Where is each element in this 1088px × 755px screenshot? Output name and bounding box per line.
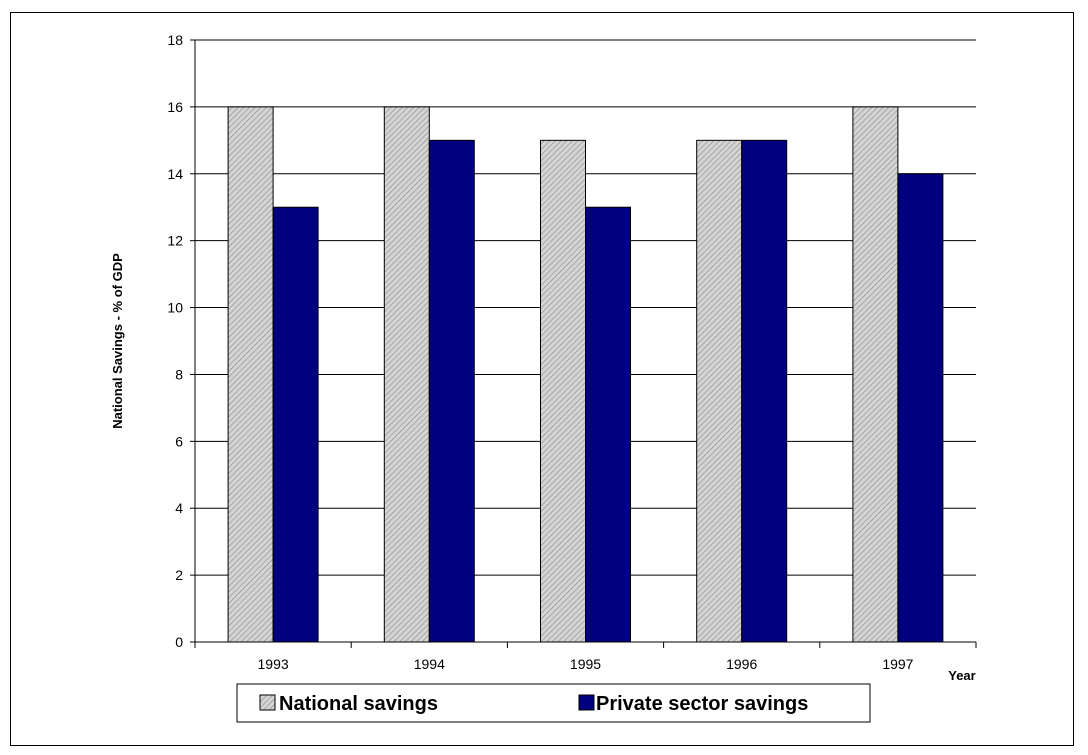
x-tick-label-1994: 1994 <box>414 656 445 672</box>
x-tick-label-1993: 1993 <box>258 656 289 672</box>
y-tick-label-4: 4 <box>175 500 183 516</box>
y-tick-label-12: 12 <box>167 233 183 249</box>
x-tick-label-1997: 1997 <box>882 656 913 672</box>
y-tick-label-0: 0 <box>175 634 183 650</box>
bar-national-savings-1997 <box>852 106 899 643</box>
y-tick-label-16: 16 <box>167 99 183 115</box>
legend-box <box>236 683 871 723</box>
legend-label-private-sector-savings: Private sector savings <box>596 693 808 715</box>
bar-national-savings-1994 <box>383 106 430 643</box>
bar-private-sector-savings-1995 <box>585 206 631 643</box>
x-tick-label-1996: 1996 <box>726 656 757 672</box>
axes <box>190 39 977 648</box>
legend-swatch-private-sector-savings <box>578 694 595 711</box>
y-tick-labels: 0 2 4 6 8 10 12 14 16 18 <box>167 32 183 650</box>
bar-national-savings-1993 <box>227 106 274 643</box>
y-axis-title: National Savings - % of GDP <box>110 253 125 429</box>
x-axis-title: Year <box>948 668 975 683</box>
bar-national-savings-1995 <box>540 139 586 643</box>
legend: National savings Private sector savings <box>236 683 871 723</box>
bar-private-sector-savings-1994 <box>428 139 475 643</box>
y-tick-label-18: 18 <box>167 32 183 48</box>
y-tick-label-2: 2 <box>175 567 183 583</box>
legend-swatch-national-savings <box>259 694 276 711</box>
legend-label-national-savings: National savings <box>279 693 438 715</box>
y-tick-label-6: 6 <box>175 433 183 449</box>
bar-private-sector-savings-1996 <box>741 139 788 643</box>
x-tick-labels: 1993 1994 1995 1996 1997 <box>258 656 914 672</box>
y-tick-label-14: 14 <box>167 166 183 182</box>
y-tick-label-10: 10 <box>167 300 183 316</box>
bar-national-savings-1996 <box>696 139 743 643</box>
bar-private-sector-savings-1993 <box>272 206 319 643</box>
y-tick-label-8: 8 <box>175 366 183 382</box>
bars <box>227 106 944 643</box>
bar-private-sector-savings-1997 <box>897 173 944 643</box>
x-tick-label-1995: 1995 <box>570 656 601 672</box>
